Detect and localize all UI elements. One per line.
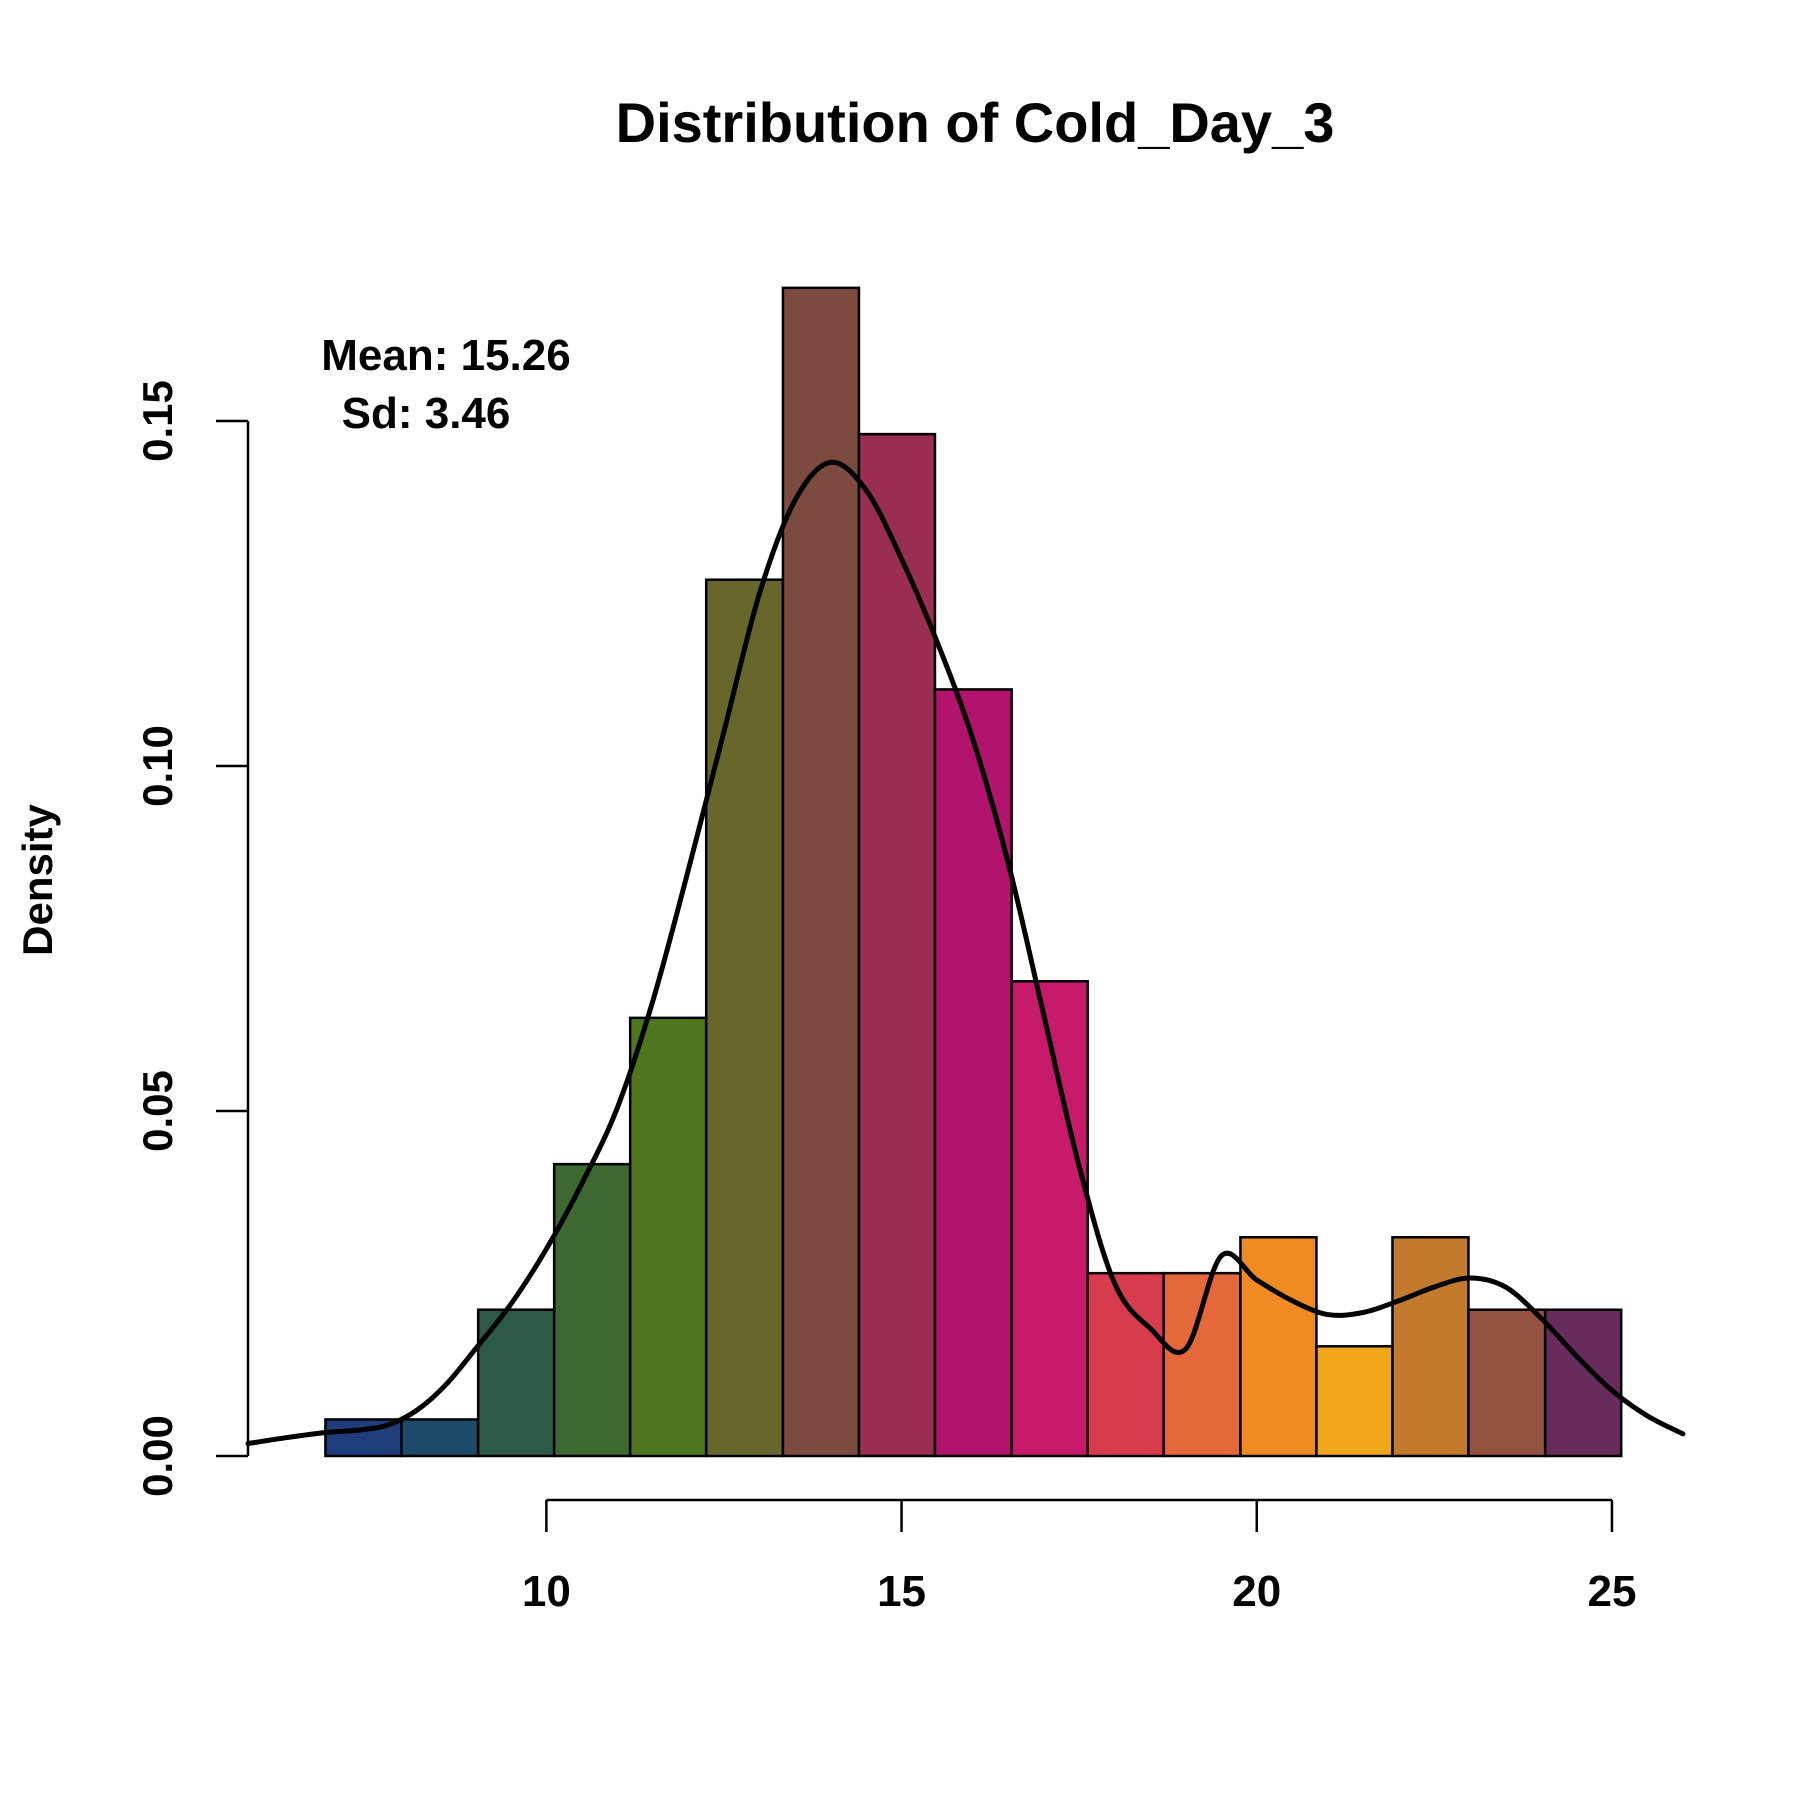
x-tick-label-3: 25	[1587, 1567, 1636, 1616]
histogram-bar-2	[400, 1418, 480, 1458]
x-tick-label-2: 20	[1232, 1567, 1281, 1616]
mean-annotation: Mean: 15.26	[321, 331, 570, 380]
histogram-bar-6	[704, 578, 785, 1458]
chart-title: Distribution of Cold_Day_3	[616, 91, 1335, 154]
x-tick-label-1: 15	[877, 1567, 926, 1616]
sd-annotation: Sd: 3.46	[342, 389, 511, 438]
y-tick-label-1: 0.05	[134, 1070, 181, 1152]
histogram-bar-14	[1315, 1345, 1394, 1458]
density-curve-layer	[245, 459, 1686, 1447]
histogram-bar-9	[933, 688, 1013, 1458]
histogram-bar-7	[781, 286, 861, 1458]
histogram-bar-13	[1239, 1236, 1318, 1458]
density-curve	[245, 459, 1686, 1447]
histogram-bar-8	[857, 432, 937, 1458]
y-tick-label-3: 0.15	[134, 380, 181, 462]
x-axis: 10 15 20 25	[522, 1498, 1636, 1616]
histogram-bar-5	[628, 1016, 708, 1458]
histogram-bar-15	[1391, 1236, 1470, 1458]
histogram-bar-16	[1467, 1308, 1547, 1458]
y-tick-label-2: 0.10	[134, 725, 181, 807]
histogram-bar-10	[1010, 980, 1089, 1458]
y-axis: 0.00 0.05 0.10 0.15	[134, 380, 250, 1497]
x-tick-label-0: 10	[522, 1567, 571, 1616]
histogram-bar-4	[552, 1162, 632, 1458]
histogram-bars	[324, 286, 1623, 1458]
histogram-bar-3	[476, 1308, 556, 1458]
y-axis-label: Density	[14, 804, 61, 956]
y-tick-label-0: 0.00	[134, 1415, 181, 1497]
